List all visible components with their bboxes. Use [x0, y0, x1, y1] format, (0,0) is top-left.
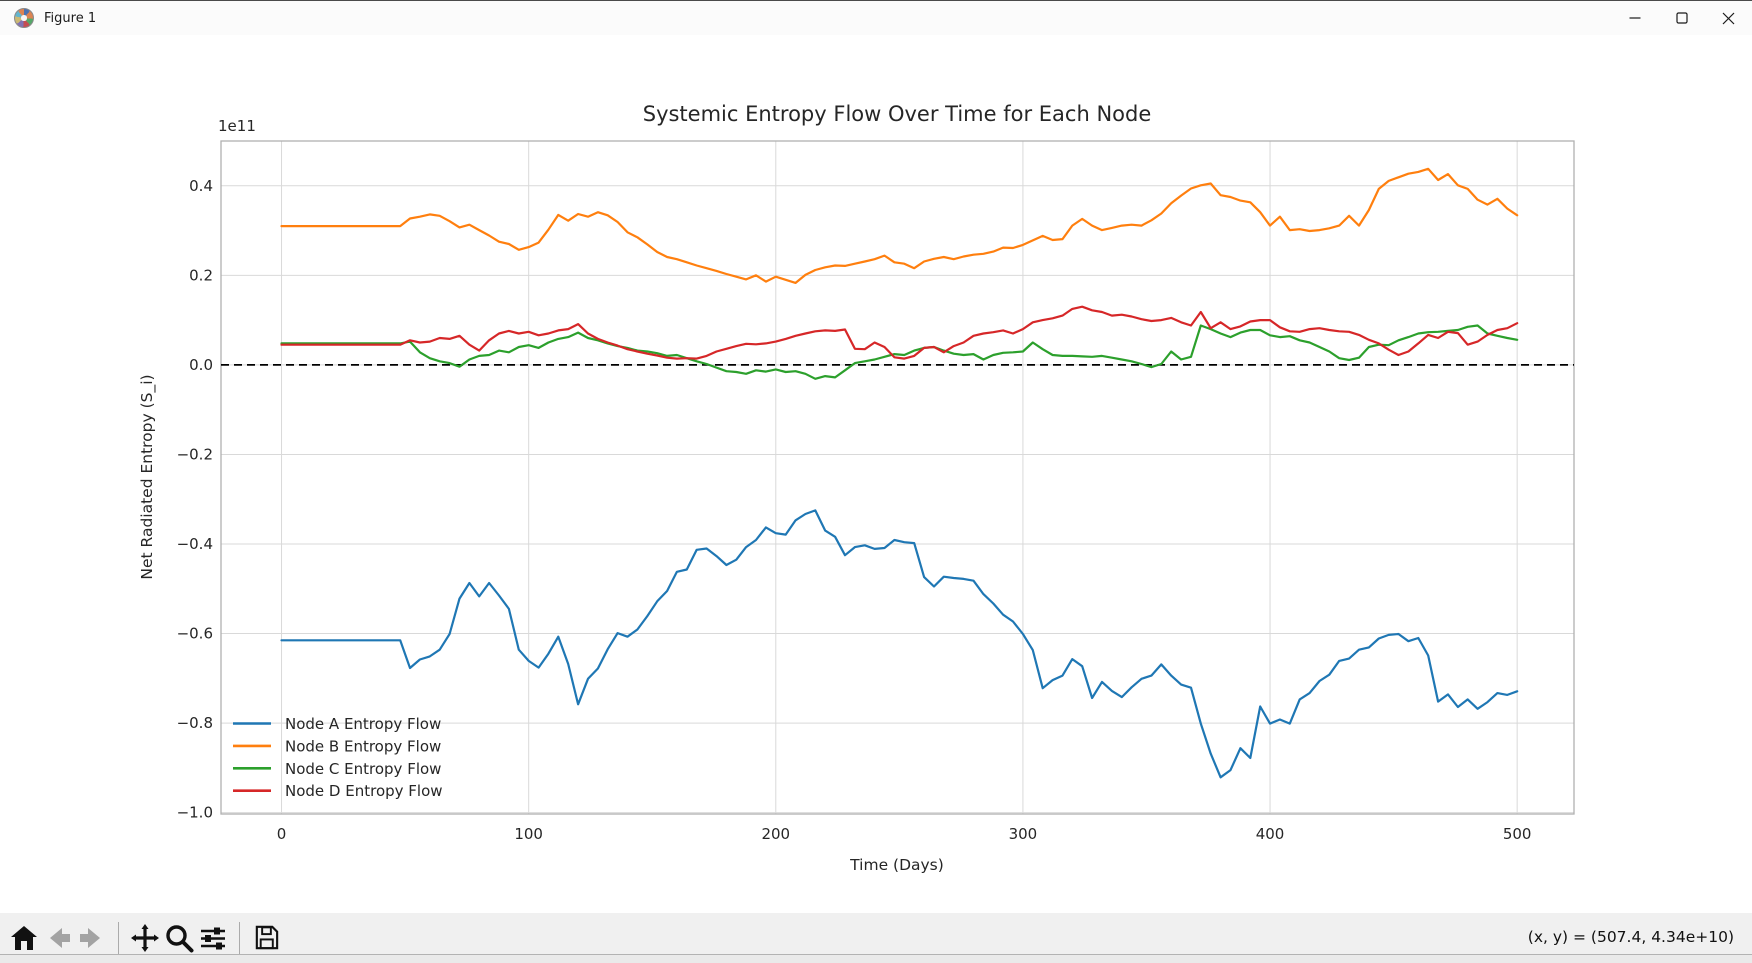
axis-offset-text: 1e11: [218, 117, 256, 135]
window-title: Figure 1: [44, 10, 97, 26]
save-icon: [255, 925, 278, 950]
forward-button[interactable]: [75, 921, 109, 955]
zoom-button[interactable]: [162, 921, 196, 955]
plot-frame: [220, 140, 1575, 815]
zoom-icon: [166, 924, 194, 952]
tick-labels: 0 100 200 300 400 500 −1.0 −0.8 −0.6 −0.4 −0.2 0.0 0…: [177, 177, 1532, 843]
data-series: [280, 167, 1519, 779]
minimize-icon: [1629, 17, 1640, 19]
x-tick-label: 300: [1009, 825, 1038, 843]
y-tick-label: −1.0: [177, 804, 213, 822]
y-tick-label: 0.4: [189, 177, 213, 195]
legend-label: Node C Entropy Flow: [285, 760, 441, 778]
forward-icon: [80, 927, 100, 948]
x-tick-label: 0: [277, 825, 287, 843]
series-line-2: [280, 167, 1519, 284]
legend: Node A Entropy Flow Node B Entropy Flow No…: [233, 715, 443, 800]
toolbar-separator: [118, 921, 119, 954]
y-tick-label: −0.2: [177, 445, 213, 463]
legend-label: Node A Entropy Flow: [285, 715, 441, 733]
window-controls: [1611, 1, 1752, 35]
y-tick-label: −0.4: [177, 535, 213, 553]
y-axis-label: Net Radiated Entropy (S_i): [138, 374, 157, 579]
x-tick-label: 400: [1256, 825, 1285, 843]
maximize-icon: [1675, 12, 1688, 24]
legend-label: Node B Entropy Flow: [285, 737, 441, 755]
back-button[interactable]: [41, 921, 75, 955]
pan-button[interactable]: [128, 921, 162, 955]
x-tick-label: 500: [1503, 825, 1532, 843]
x-tick-label: 200: [761, 825, 790, 843]
gridlines: [221, 141, 1574, 814]
chart-title: Systemic Entropy Flow Over Time for Each…: [643, 102, 1152, 126]
toolbar-buttons: [0, 913, 283, 954]
y-tick-label: 0.2: [189, 266, 213, 284]
close-icon: [1722, 12, 1735, 24]
home-button[interactable]: [7, 921, 41, 955]
coordinate-readout: (x, y) = (507.4, 4.34e+10): [1527, 927, 1734, 946]
pan-icon: [131, 923, 159, 952]
close-button[interactable]: [1705, 1, 1752, 35]
titlebar: Figure 1: [0, 1, 1752, 35]
series-line-1: [280, 509, 1519, 779]
subplots-button[interactable]: [196, 921, 230, 955]
x-axis-label: Time (Days): [849, 856, 944, 874]
y-tick-label: 0.0: [189, 356, 213, 374]
series-line-4: [280, 305, 1519, 360]
y-tick-label: −0.8: [177, 714, 213, 732]
matplotlib-logo-icon: [14, 8, 34, 28]
x-tick-label: 100: [514, 825, 543, 843]
figure-canvas[interactable]: [0, 35, 1752, 913]
legend-label: Node D Entropy Flow: [285, 782, 443, 800]
window-bottom-edge: [0, 954, 1752, 963]
series-line-3: [280, 324, 1519, 380]
y-tick-label: −0.6: [177, 625, 213, 643]
save-button[interactable]: [249, 921, 283, 955]
subplots-icon: [201, 927, 225, 949]
home-icon: [11, 925, 37, 950]
plot-toolbar: (x, y) = (507.4, 4.34e+10): [0, 913, 1752, 954]
toolbar-separator: [239, 921, 240, 954]
back-icon: [50, 927, 70, 948]
minimize-button[interactable]: [1611, 1, 1658, 35]
maximize-button[interactable]: [1658, 1, 1705, 35]
